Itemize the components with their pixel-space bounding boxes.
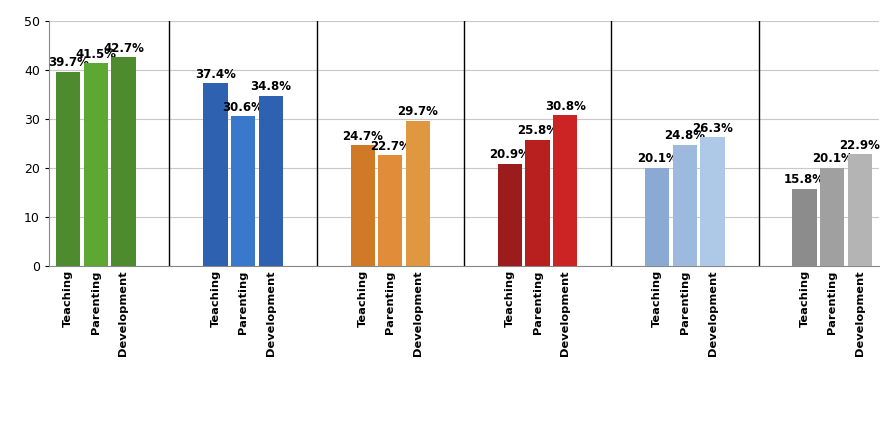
Bar [820, 168, 844, 266]
Bar [231, 116, 255, 266]
Text: 39.7%: 39.7% [48, 56, 89, 69]
Bar [83, 63, 108, 266]
Bar [526, 140, 550, 266]
Text: 24.8%: 24.8% [664, 129, 705, 142]
Text: 34.8%: 34.8% [250, 80, 291, 94]
Text: 30.6%: 30.6% [223, 101, 264, 114]
Text: 15.8%: 15.8% [784, 173, 825, 186]
Text: 22.7%: 22.7% [370, 139, 411, 153]
Text: 37.4%: 37.4% [195, 68, 236, 81]
Bar [351, 145, 375, 266]
Bar [406, 121, 430, 266]
Text: 29.7%: 29.7% [398, 105, 439, 118]
Text: 25.8%: 25.8% [517, 124, 559, 137]
Bar [378, 155, 402, 266]
Bar [848, 154, 872, 266]
Bar [111, 57, 136, 266]
Text: 42.7%: 42.7% [103, 42, 144, 55]
Text: 26.3%: 26.3% [692, 122, 733, 135]
Bar [701, 137, 725, 266]
Bar [258, 96, 282, 266]
Bar [498, 164, 522, 266]
Bar [792, 189, 817, 266]
Bar [203, 83, 227, 266]
Bar [56, 72, 80, 266]
Text: 24.7%: 24.7% [342, 130, 383, 143]
Text: 20.1%: 20.1% [637, 152, 678, 165]
Text: 22.9%: 22.9% [839, 139, 880, 151]
Bar [553, 115, 577, 266]
Bar [673, 145, 697, 266]
Text: 30.8%: 30.8% [545, 100, 586, 113]
Text: 41.5%: 41.5% [75, 48, 116, 60]
Text: 20.1%: 20.1% [812, 152, 852, 165]
Bar [645, 168, 670, 266]
Text: 20.9%: 20.9% [489, 148, 530, 161]
